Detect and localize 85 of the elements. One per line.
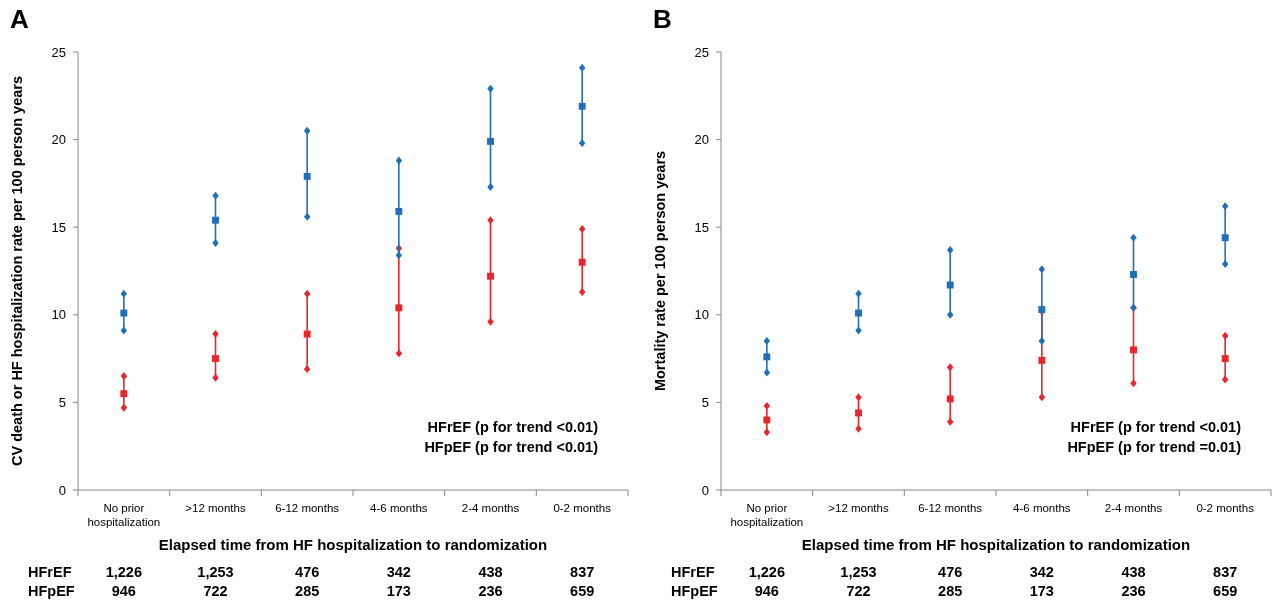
- y-tick-label: 25: [51, 44, 66, 60]
- x-tick-label: 2-4 months: [1104, 502, 1163, 514]
- y-axis-title: CV death or HF hospitalization rate per 100 person years: [9, 76, 25, 466]
- text: 438: [478, 564, 503, 580]
- text: 438: [1121, 564, 1146, 580]
- point: [395, 304, 403, 312]
- x-axis-title: Elapsed time from HF hospitalization to randomization: [158, 536, 548, 553]
- text: 659: [1213, 583, 1238, 599]
- point: [303, 172, 311, 180]
- x-tick-label: 4-6 months: [1013, 502, 1071, 514]
- point: [1221, 355, 1229, 363]
- text: 946: [111, 583, 136, 599]
- text: HFrEF: [28, 564, 72, 580]
- y-tick-label: 0: [58, 482, 66, 498]
- point: [763, 416, 771, 424]
- x-tick-label: 6-12 months: [275, 502, 340, 514]
- y-tick-label: 25: [694, 44, 709, 60]
- point: [303, 330, 311, 338]
- text: 946: [754, 583, 779, 599]
- annotation: HFpEF (p for trend <0.01): [424, 439, 599, 455]
- point: [855, 309, 862, 317]
- point: [855, 409, 862, 417]
- text: 476: [938, 564, 963, 580]
- text: 1,253: [840, 564, 877, 580]
- y-tick-label: 15: [694, 219, 709, 235]
- text: 285: [938, 583, 963, 599]
- point: [120, 390, 128, 398]
- point: [578, 258, 586, 266]
- point: [487, 137, 494, 145]
- y-tick-label: 5: [58, 394, 66, 410]
- text: 173: [386, 583, 411, 599]
- text: 476: [295, 564, 320, 580]
- point: [578, 102, 586, 110]
- point: [1130, 271, 1137, 278]
- x-tick-label: 2-4 months: [461, 502, 520, 514]
- point: [1038, 306, 1046, 314]
- annotation: HFrEF (p for trend <0.01): [1070, 419, 1242, 435]
- x-tick-label: >12 months: [185, 502, 246, 514]
- point: [395, 207, 403, 215]
- text: 236: [1121, 583, 1146, 599]
- text: 722: [846, 583, 871, 599]
- x-axis-title: Elapsed time from HF hospitalization to randomization: [801, 536, 1191, 553]
- text: 342: [1029, 564, 1054, 580]
- point: [1221, 234, 1229, 242]
- y-tick-label: 5: [701, 394, 709, 410]
- y-tick-label: 15: [51, 219, 66, 235]
- text: HFrEF: [671, 564, 715, 580]
- x-tick-label: 6-12 months: [918, 502, 983, 514]
- point: [487, 272, 494, 280]
- text: 1,253: [197, 564, 234, 580]
- x-tick-label: 0-2 months: [553, 502, 612, 514]
- chart-title: B: [653, 4, 672, 34]
- x-tick-label: 0-2 months: [1196, 502, 1255, 514]
- point: [120, 309, 128, 317]
- text: 837: [570, 564, 595, 580]
- text: 236: [478, 583, 503, 599]
- text: 1,226: [748, 564, 785, 580]
- chart-title: A: [10, 4, 29, 34]
- text: 173: [1029, 583, 1054, 599]
- text: 285: [295, 583, 320, 599]
- y-tick-label: 10: [694, 307, 709, 323]
- text: 837: [1213, 564, 1238, 580]
- text: HFpEF: [28, 583, 75, 599]
- y-tick-label: 20: [694, 132, 709, 148]
- annotation: HFpEF (p for trend =0.01): [1067, 439, 1242, 455]
- x-tick-label: 4-6 months: [370, 502, 428, 514]
- text: 659: [570, 583, 595, 599]
- text: 722: [203, 583, 228, 599]
- y-tick-label: 10: [51, 307, 66, 323]
- y-tick-label: 20: [51, 132, 66, 148]
- point: [946, 395, 954, 403]
- point: [1130, 346, 1137, 354]
- x-tick-label: No prior hospitalization: [87, 502, 161, 528]
- point: [763, 353, 771, 361]
- annotation: HFrEF (p for trend <0.01): [427, 419, 599, 435]
- y-axis-title: Mortality rate per 100 person years: [652, 150, 668, 392]
- x-tick-label: No prior hospitalization: [730, 502, 804, 528]
- x-tick-label: >12 months: [828, 502, 889, 514]
- text: 342: [386, 564, 411, 580]
- point: [212, 355, 219, 363]
- text: HFpEF: [671, 583, 718, 599]
- point: [1038, 356, 1046, 364]
- point: [212, 216, 219, 224]
- text: 1,226: [105, 564, 142, 580]
- y-tick-label: 0: [701, 482, 709, 498]
